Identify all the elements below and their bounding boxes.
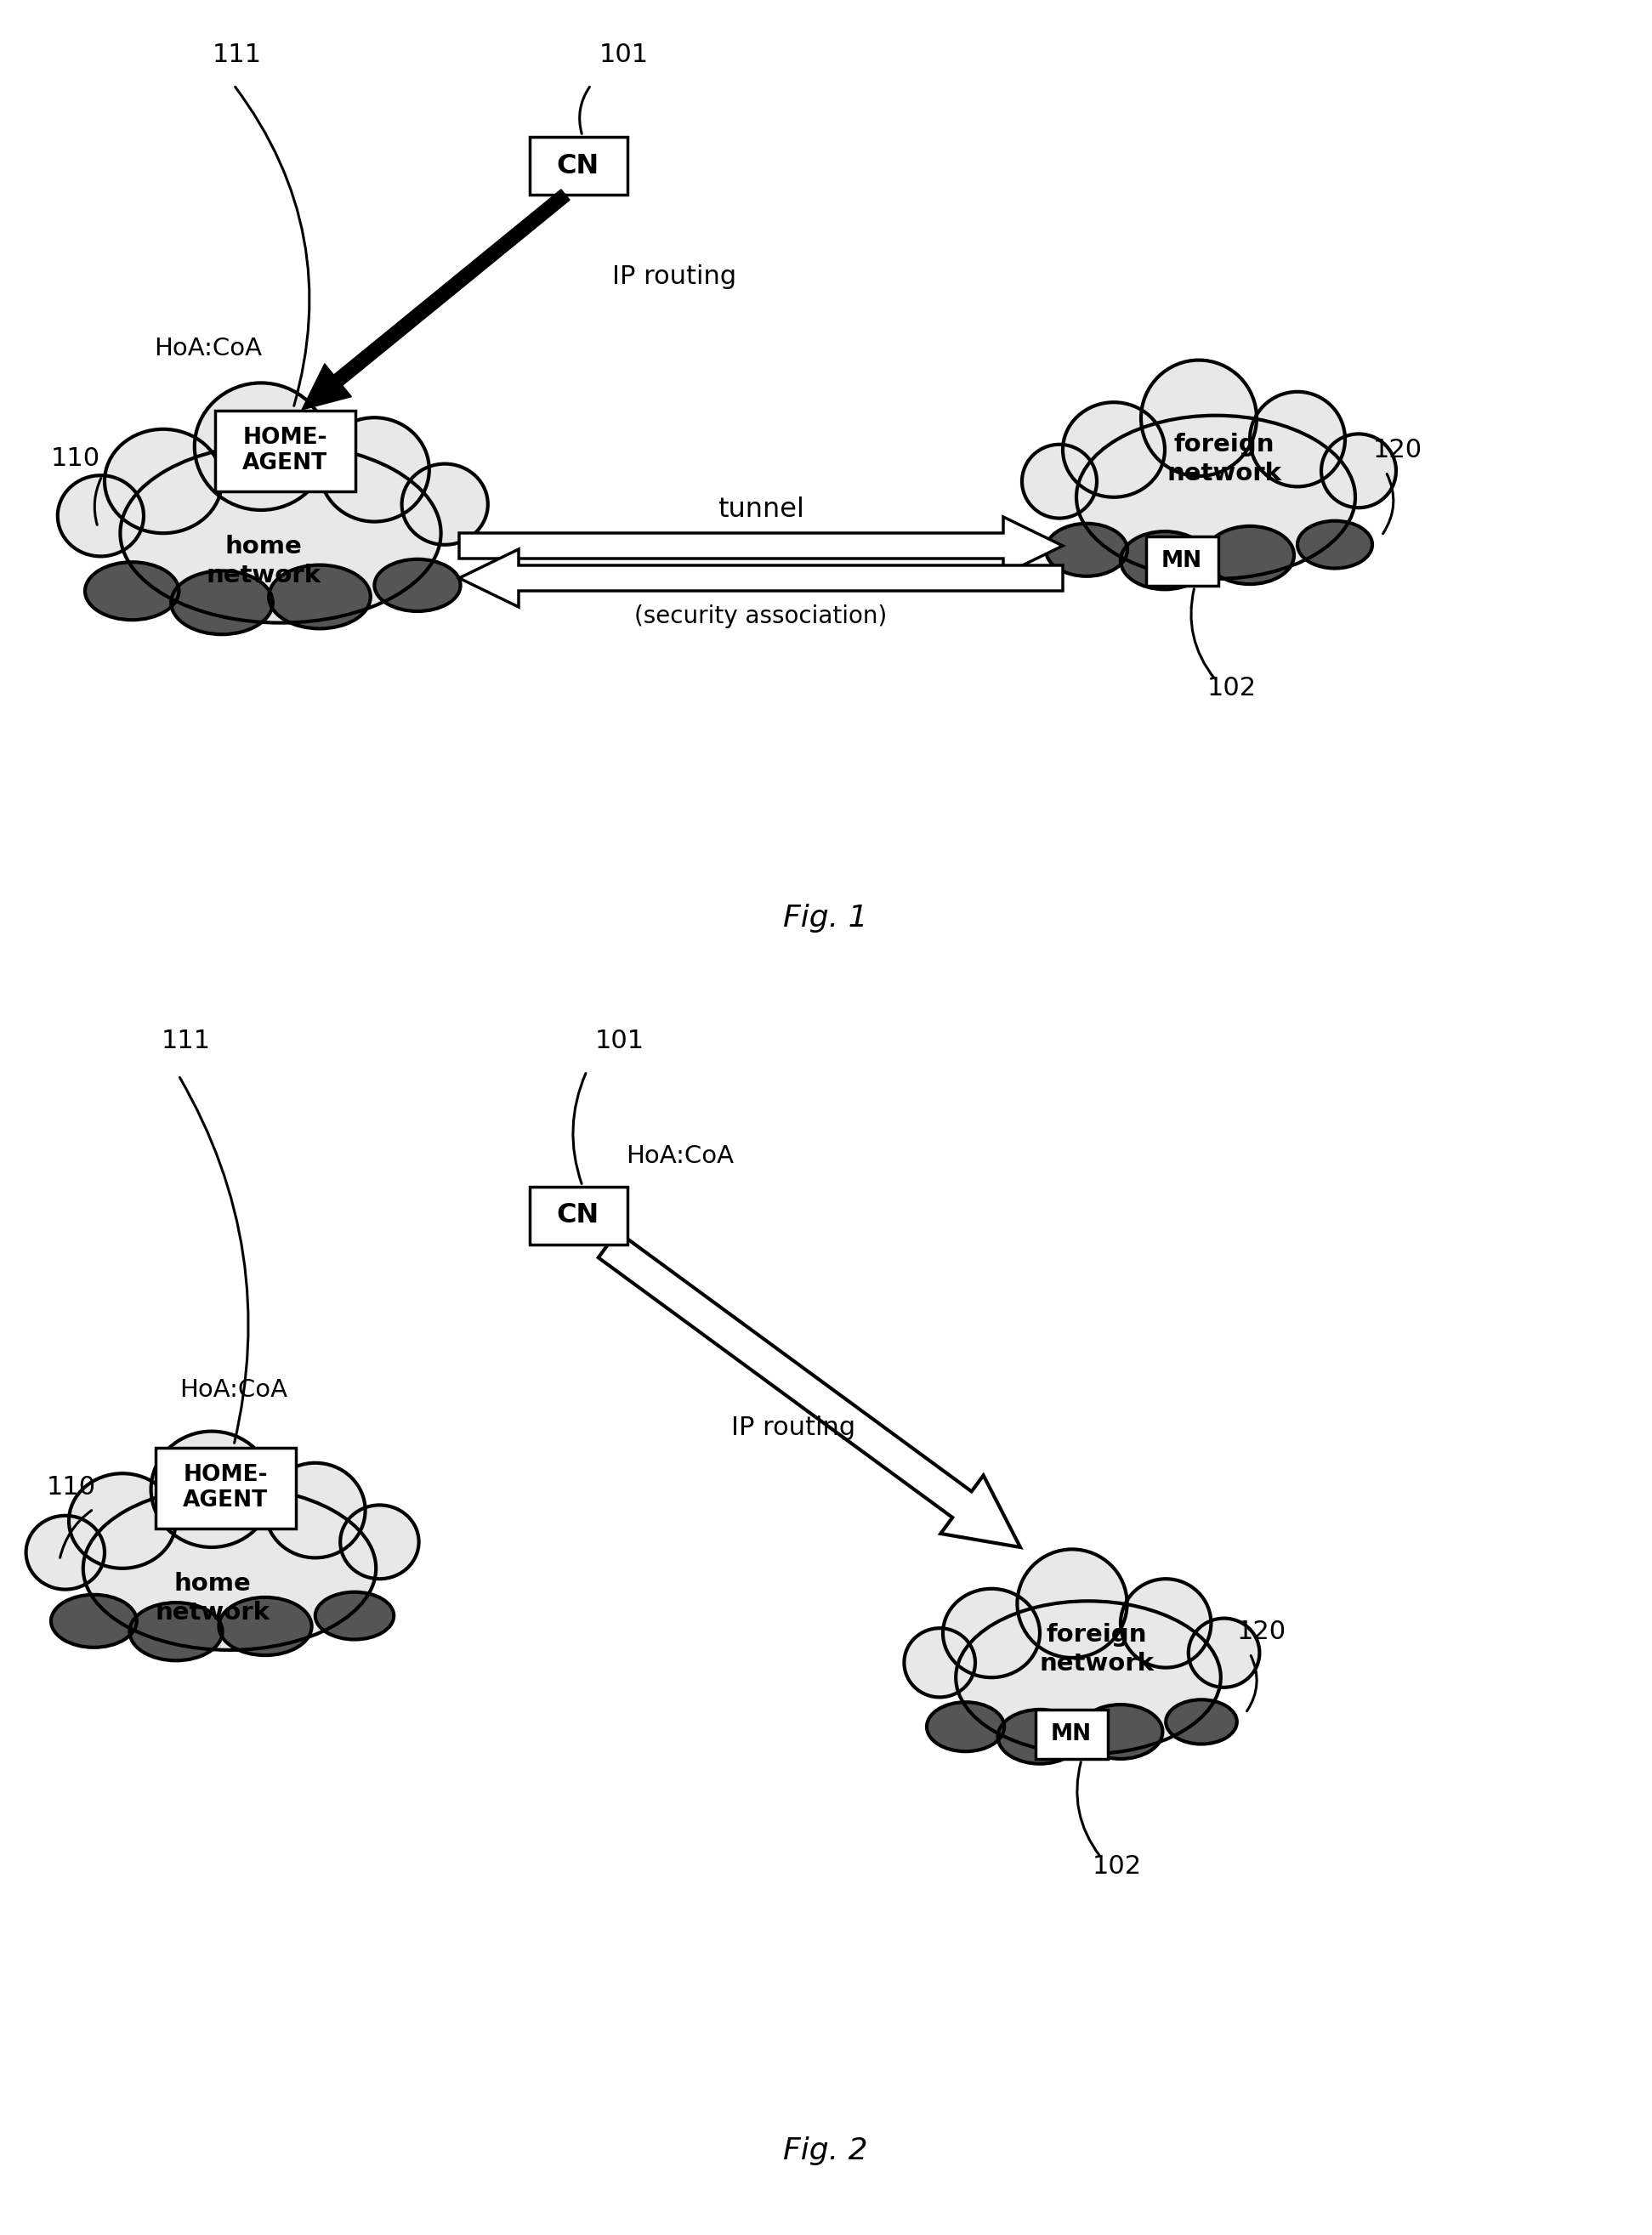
Ellipse shape (84, 563, 178, 619)
Ellipse shape (1062, 402, 1165, 496)
FancyArrowPatch shape (573, 1073, 586, 1185)
FancyArrowPatch shape (1191, 588, 1214, 677)
Text: 101: 101 (600, 42, 649, 67)
Text: HoA:CoA: HoA:CoA (154, 337, 263, 360)
FancyArrowPatch shape (94, 478, 101, 525)
Text: IP routing: IP routing (732, 1417, 856, 1442)
Ellipse shape (927, 1703, 1004, 1752)
Text: 120: 120 (1373, 438, 1422, 463)
Text: 110: 110 (51, 447, 101, 472)
FancyBboxPatch shape (155, 1448, 296, 1529)
Ellipse shape (195, 382, 327, 510)
Ellipse shape (1251, 391, 1345, 487)
Polygon shape (598, 1231, 1021, 1547)
Text: 111: 111 (213, 42, 263, 67)
Ellipse shape (51, 1596, 137, 1647)
FancyArrowPatch shape (180, 1077, 248, 1444)
Ellipse shape (69, 1473, 177, 1569)
Text: foreign
network: foreign network (1039, 1623, 1155, 1676)
Text: CN: CN (557, 1202, 600, 1229)
Ellipse shape (316, 1591, 393, 1640)
Ellipse shape (58, 476, 144, 557)
Polygon shape (302, 190, 570, 409)
Text: 102: 102 (1092, 1853, 1142, 1877)
Text: 111: 111 (162, 1028, 211, 1053)
Text: 101: 101 (595, 1028, 644, 1053)
Ellipse shape (83, 1486, 377, 1649)
Ellipse shape (121, 443, 441, 624)
Ellipse shape (172, 570, 273, 635)
Ellipse shape (1142, 360, 1257, 476)
Polygon shape (459, 550, 1062, 608)
Ellipse shape (269, 565, 370, 628)
Ellipse shape (1079, 1705, 1163, 1759)
Ellipse shape (150, 1430, 273, 1547)
FancyBboxPatch shape (1146, 536, 1218, 586)
Ellipse shape (320, 418, 430, 521)
Ellipse shape (1166, 1699, 1237, 1743)
FancyArrowPatch shape (235, 87, 309, 407)
Ellipse shape (129, 1602, 223, 1661)
Text: HOME-
AGENT: HOME- AGENT (183, 1464, 268, 1511)
FancyArrowPatch shape (1247, 1656, 1257, 1712)
Text: home
network: home network (206, 534, 320, 588)
Text: 120: 120 (1237, 1620, 1287, 1645)
Text: 110: 110 (46, 1475, 96, 1500)
Text: Fig. 1: Fig. 1 (783, 903, 867, 932)
Text: MN: MN (1051, 1723, 1092, 1746)
FancyBboxPatch shape (215, 411, 355, 492)
Text: foreign
network: foreign network (1166, 431, 1282, 485)
Text: HOME-
AGENT: HOME- AGENT (243, 427, 327, 474)
Ellipse shape (26, 1515, 104, 1589)
Ellipse shape (266, 1464, 365, 1558)
Ellipse shape (957, 1600, 1221, 1754)
Text: HoA:CoA: HoA:CoA (626, 1144, 733, 1169)
Text: tunnel: tunnel (717, 496, 805, 523)
Ellipse shape (1077, 416, 1355, 579)
Ellipse shape (104, 429, 221, 534)
Ellipse shape (1188, 1618, 1259, 1687)
Ellipse shape (1018, 1549, 1127, 1658)
Ellipse shape (1297, 521, 1373, 568)
Ellipse shape (218, 1598, 312, 1656)
FancyArrowPatch shape (580, 87, 590, 134)
Ellipse shape (401, 465, 487, 545)
Text: MN: MN (1161, 550, 1203, 572)
Polygon shape (459, 516, 1062, 574)
Text: HoA:CoA: HoA:CoA (180, 1379, 287, 1401)
FancyBboxPatch shape (529, 136, 628, 194)
Ellipse shape (904, 1627, 975, 1696)
Ellipse shape (1206, 525, 1294, 583)
Ellipse shape (1322, 434, 1396, 507)
Text: 102: 102 (1208, 677, 1257, 702)
Ellipse shape (340, 1504, 420, 1578)
Text: home
network: home network (155, 1571, 269, 1625)
FancyBboxPatch shape (529, 1187, 628, 1245)
Text: (security association): (security association) (634, 603, 887, 628)
FancyArrowPatch shape (1383, 474, 1393, 534)
FancyArrowPatch shape (59, 1511, 91, 1558)
Text: CN: CN (557, 152, 600, 179)
Ellipse shape (1023, 445, 1097, 519)
FancyBboxPatch shape (1036, 1710, 1107, 1759)
FancyArrowPatch shape (1077, 1761, 1100, 1855)
Ellipse shape (943, 1589, 1039, 1678)
Ellipse shape (375, 559, 461, 610)
Ellipse shape (1120, 1578, 1211, 1667)
Ellipse shape (1120, 532, 1209, 590)
Text: IP routing: IP routing (613, 264, 737, 288)
Text: Fig. 2: Fig. 2 (783, 2137, 867, 2166)
Ellipse shape (998, 1710, 1082, 1763)
Ellipse shape (1046, 523, 1127, 577)
